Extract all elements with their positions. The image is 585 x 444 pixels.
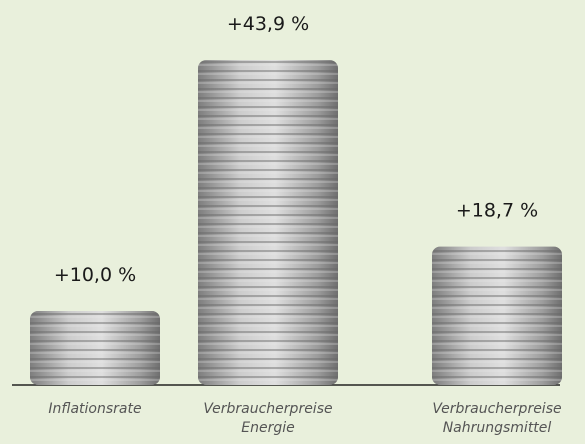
coin-stack: [30, 311, 160, 385]
chart: +10,0 % +43,9 % +18,7 %: [0, 0, 585, 444]
value-label: +18,7 %: [456, 200, 538, 222]
coin-stack: [432, 247, 562, 385]
page: {"chart_data": {"type": "bar", "categori…: [0, 0, 585, 444]
category-label: Verbraucherpreise Energie: [203, 400, 333, 438]
coin-stack: [198, 60, 338, 385]
value-label: +10,0 %: [54, 264, 136, 286]
value-label: +43,9 %: [227, 13, 309, 35]
category-label: Verbraucherpreise Nahrungsmittel: [432, 400, 562, 438]
category-label: Inflationsrate: [20, 400, 170, 419]
